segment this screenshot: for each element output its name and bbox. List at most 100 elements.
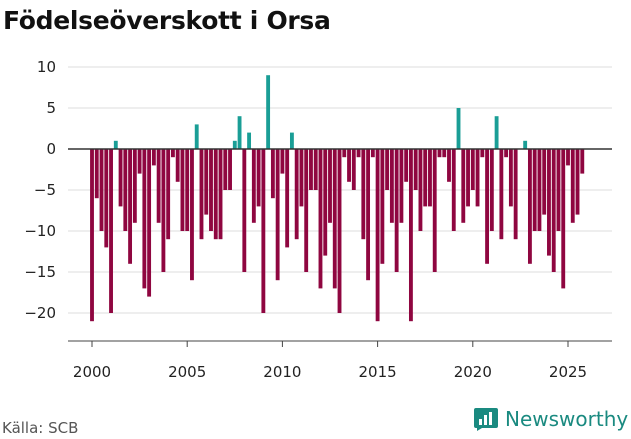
bar	[456, 108, 461, 149]
bar	[199, 149, 204, 240]
y-tick-label: 10	[37, 58, 56, 76]
bar	[261, 149, 266, 313]
bar	[489, 149, 494, 231]
bar	[109, 149, 113, 313]
bar	[132, 149, 137, 223]
bar	[318, 149, 323, 289]
bar	[118, 149, 123, 207]
bar	[542, 149, 547, 215]
bar	[513, 149, 518, 240]
bar	[480, 149, 485, 158]
bar	[342, 149, 347, 158]
bar	[466, 149, 470, 207]
newsworthy-icon	[474, 408, 498, 431]
bar	[166, 149, 171, 240]
y-tick-label: −10	[24, 222, 56, 240]
bar	[551, 149, 556, 272]
bar	[561, 149, 566, 289]
bar	[123, 149, 128, 231]
bar	[428, 149, 432, 207]
bar	[323, 149, 328, 256]
bar	[566, 149, 570, 166]
bar	[385, 149, 390, 190]
bar	[547, 149, 551, 256]
bar	[366, 149, 371, 281]
bar	[242, 149, 247, 272]
bar	[213, 149, 218, 240]
bar	[418, 149, 423, 231]
bar	[537, 149, 542, 231]
bar	[375, 149, 380, 322]
bar	[475, 149, 480, 207]
x-tick-label: 2020	[454, 363, 492, 381]
bar	[142, 149, 147, 289]
y-tick-label: 0	[46, 140, 56, 158]
bar	[285, 149, 290, 248]
bar	[437, 149, 442, 158]
bar	[351, 149, 356, 190]
bar	[304, 149, 309, 272]
bar	[94, 149, 99, 199]
bar	[556, 149, 561, 231]
brand-name: Newsworthy	[505, 407, 629, 431]
bar	[408, 149, 413, 322]
bar	[413, 149, 418, 190]
bar	[523, 140, 528, 149]
bar	[380, 149, 385, 264]
bar	[527, 149, 532, 264]
bar	[442, 149, 447, 158]
bar	[580, 149, 585, 174]
bar	[180, 149, 185, 231]
x-tick-label: 2015	[359, 363, 397, 381]
bar	[170, 149, 175, 158]
bar	[247, 132, 252, 149]
bar	[289, 132, 294, 149]
bar	[228, 149, 232, 190]
bar	[447, 149, 451, 182]
bar	[194, 124, 199, 149]
bar	[313, 149, 318, 190]
bar	[394, 149, 399, 272]
bar	[237, 116, 242, 149]
bar	[356, 149, 361, 158]
bar	[404, 149, 409, 182]
bar	[485, 149, 490, 264]
bar	[113, 140, 118, 149]
y-tick-label: −5	[34, 181, 56, 199]
axes: 10 5 0 −5 −10 −15 −20 2000 2005 2010 2015 2020 2025	[24, 58, 612, 381]
bar	[294, 149, 299, 240]
bar	[185, 149, 190, 231]
x-tick-label: 2025	[549, 363, 587, 381]
bar	[432, 149, 437, 272]
x-tick-label: 2000	[73, 363, 111, 381]
chart-title: Födelseöverskott i Orsa	[3, 6, 331, 35]
bar	[499, 149, 504, 240]
bar	[156, 149, 161, 223]
bar	[266, 75, 271, 149]
bar	[280, 149, 285, 174]
bar	[275, 149, 280, 281]
bar	[151, 149, 156, 166]
bar	[90, 149, 94, 322]
bar	[508, 149, 513, 207]
bar	[99, 149, 104, 231]
bar	[218, 149, 223, 240]
bar	[161, 149, 166, 272]
bar	[209, 149, 213, 231]
bars	[90, 75, 585, 322]
bar	[223, 149, 228, 190]
bar	[399, 149, 404, 223]
y-tick-label: −15	[24, 263, 56, 281]
bar	[332, 149, 337, 289]
bar	[451, 149, 456, 231]
bar	[104, 149, 109, 248]
bar	[251, 149, 256, 223]
bar	[256, 149, 261, 207]
bar	[137, 149, 142, 174]
source-label: Källa: SCB	[2, 419, 79, 437]
bar	[190, 149, 194, 281]
x-tick-label: 2010	[263, 363, 301, 381]
y-tick-label: 5	[46, 99, 56, 117]
x-tick-label: 2005	[168, 363, 206, 381]
bar-chart: 10 5 0 −5 −10 −15 −20 2000 2005 2010 2015 2020 2025	[24, 58, 612, 381]
